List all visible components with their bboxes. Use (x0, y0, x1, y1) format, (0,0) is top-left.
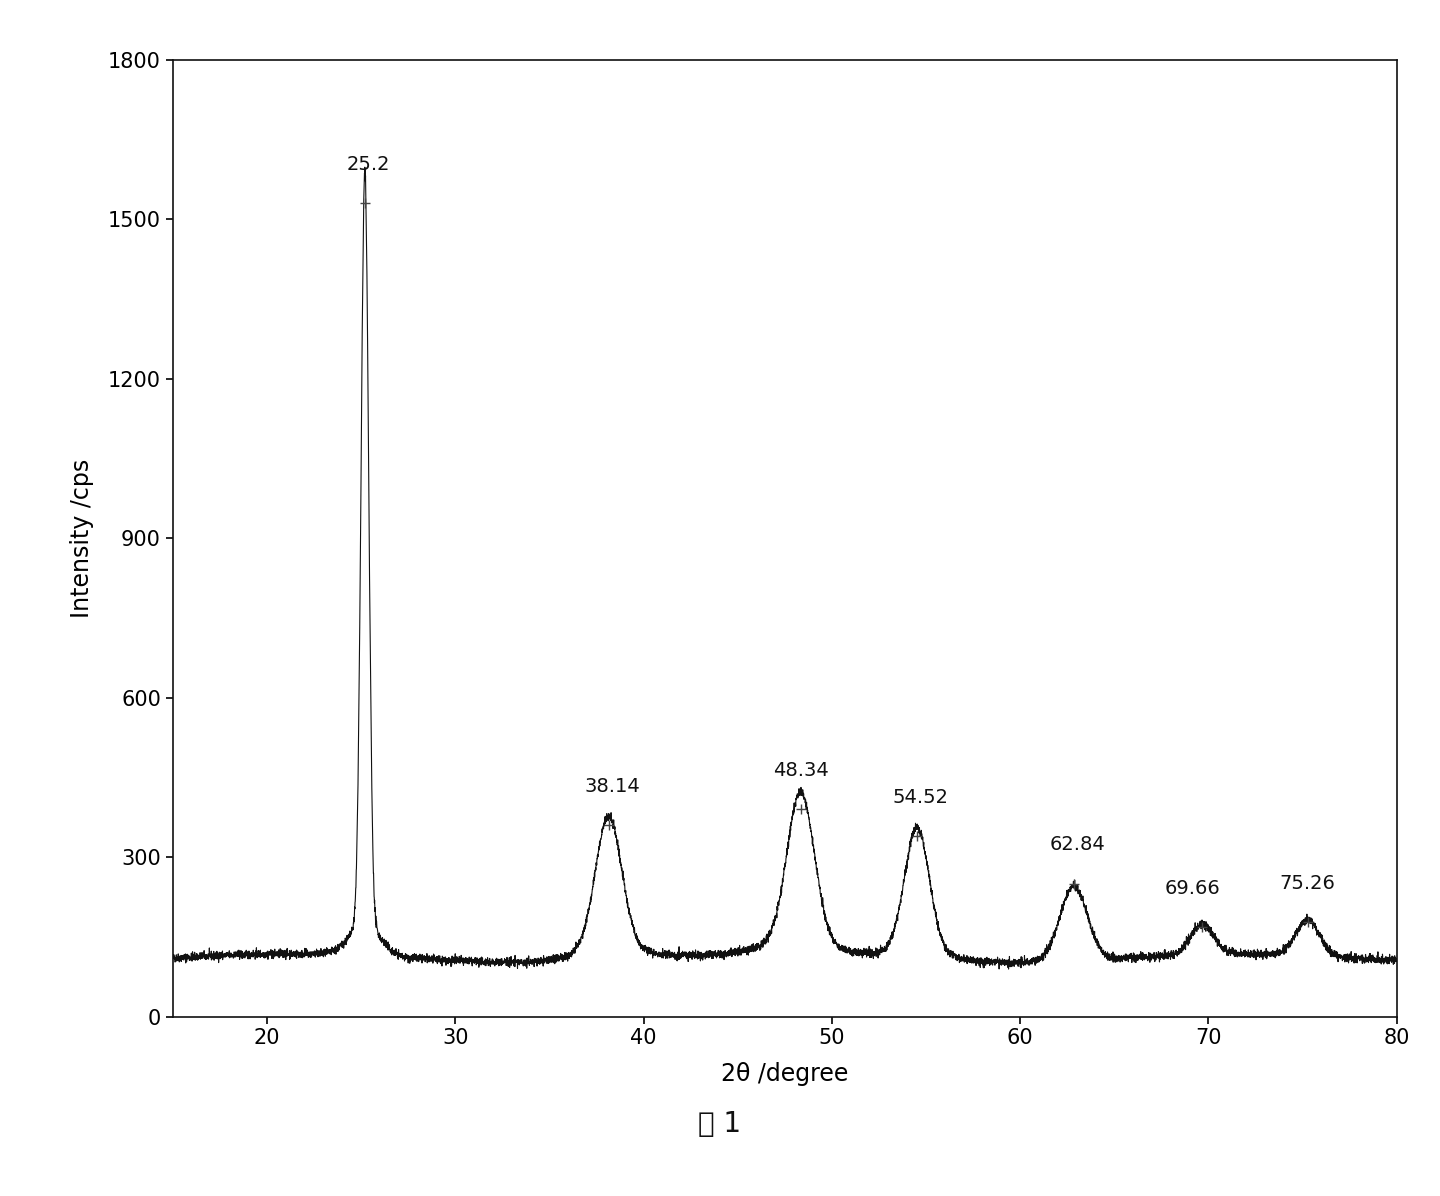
Text: 25.2: 25.2 (347, 155, 390, 175)
Text: 69.66: 69.66 (1165, 879, 1221, 898)
Text: 54.52: 54.52 (893, 788, 949, 806)
Y-axis label: Intensity /cps: Intensity /cps (71, 458, 94, 618)
Text: 38.14: 38.14 (585, 777, 641, 797)
Text: 48.34: 48.34 (773, 761, 828, 780)
X-axis label: 2θ /degree: 2θ /degree (721, 1062, 848, 1086)
Text: 图 1: 图 1 (698, 1110, 742, 1139)
Text: 75.26: 75.26 (1280, 874, 1335, 892)
Text: 62.84: 62.84 (1050, 836, 1106, 854)
